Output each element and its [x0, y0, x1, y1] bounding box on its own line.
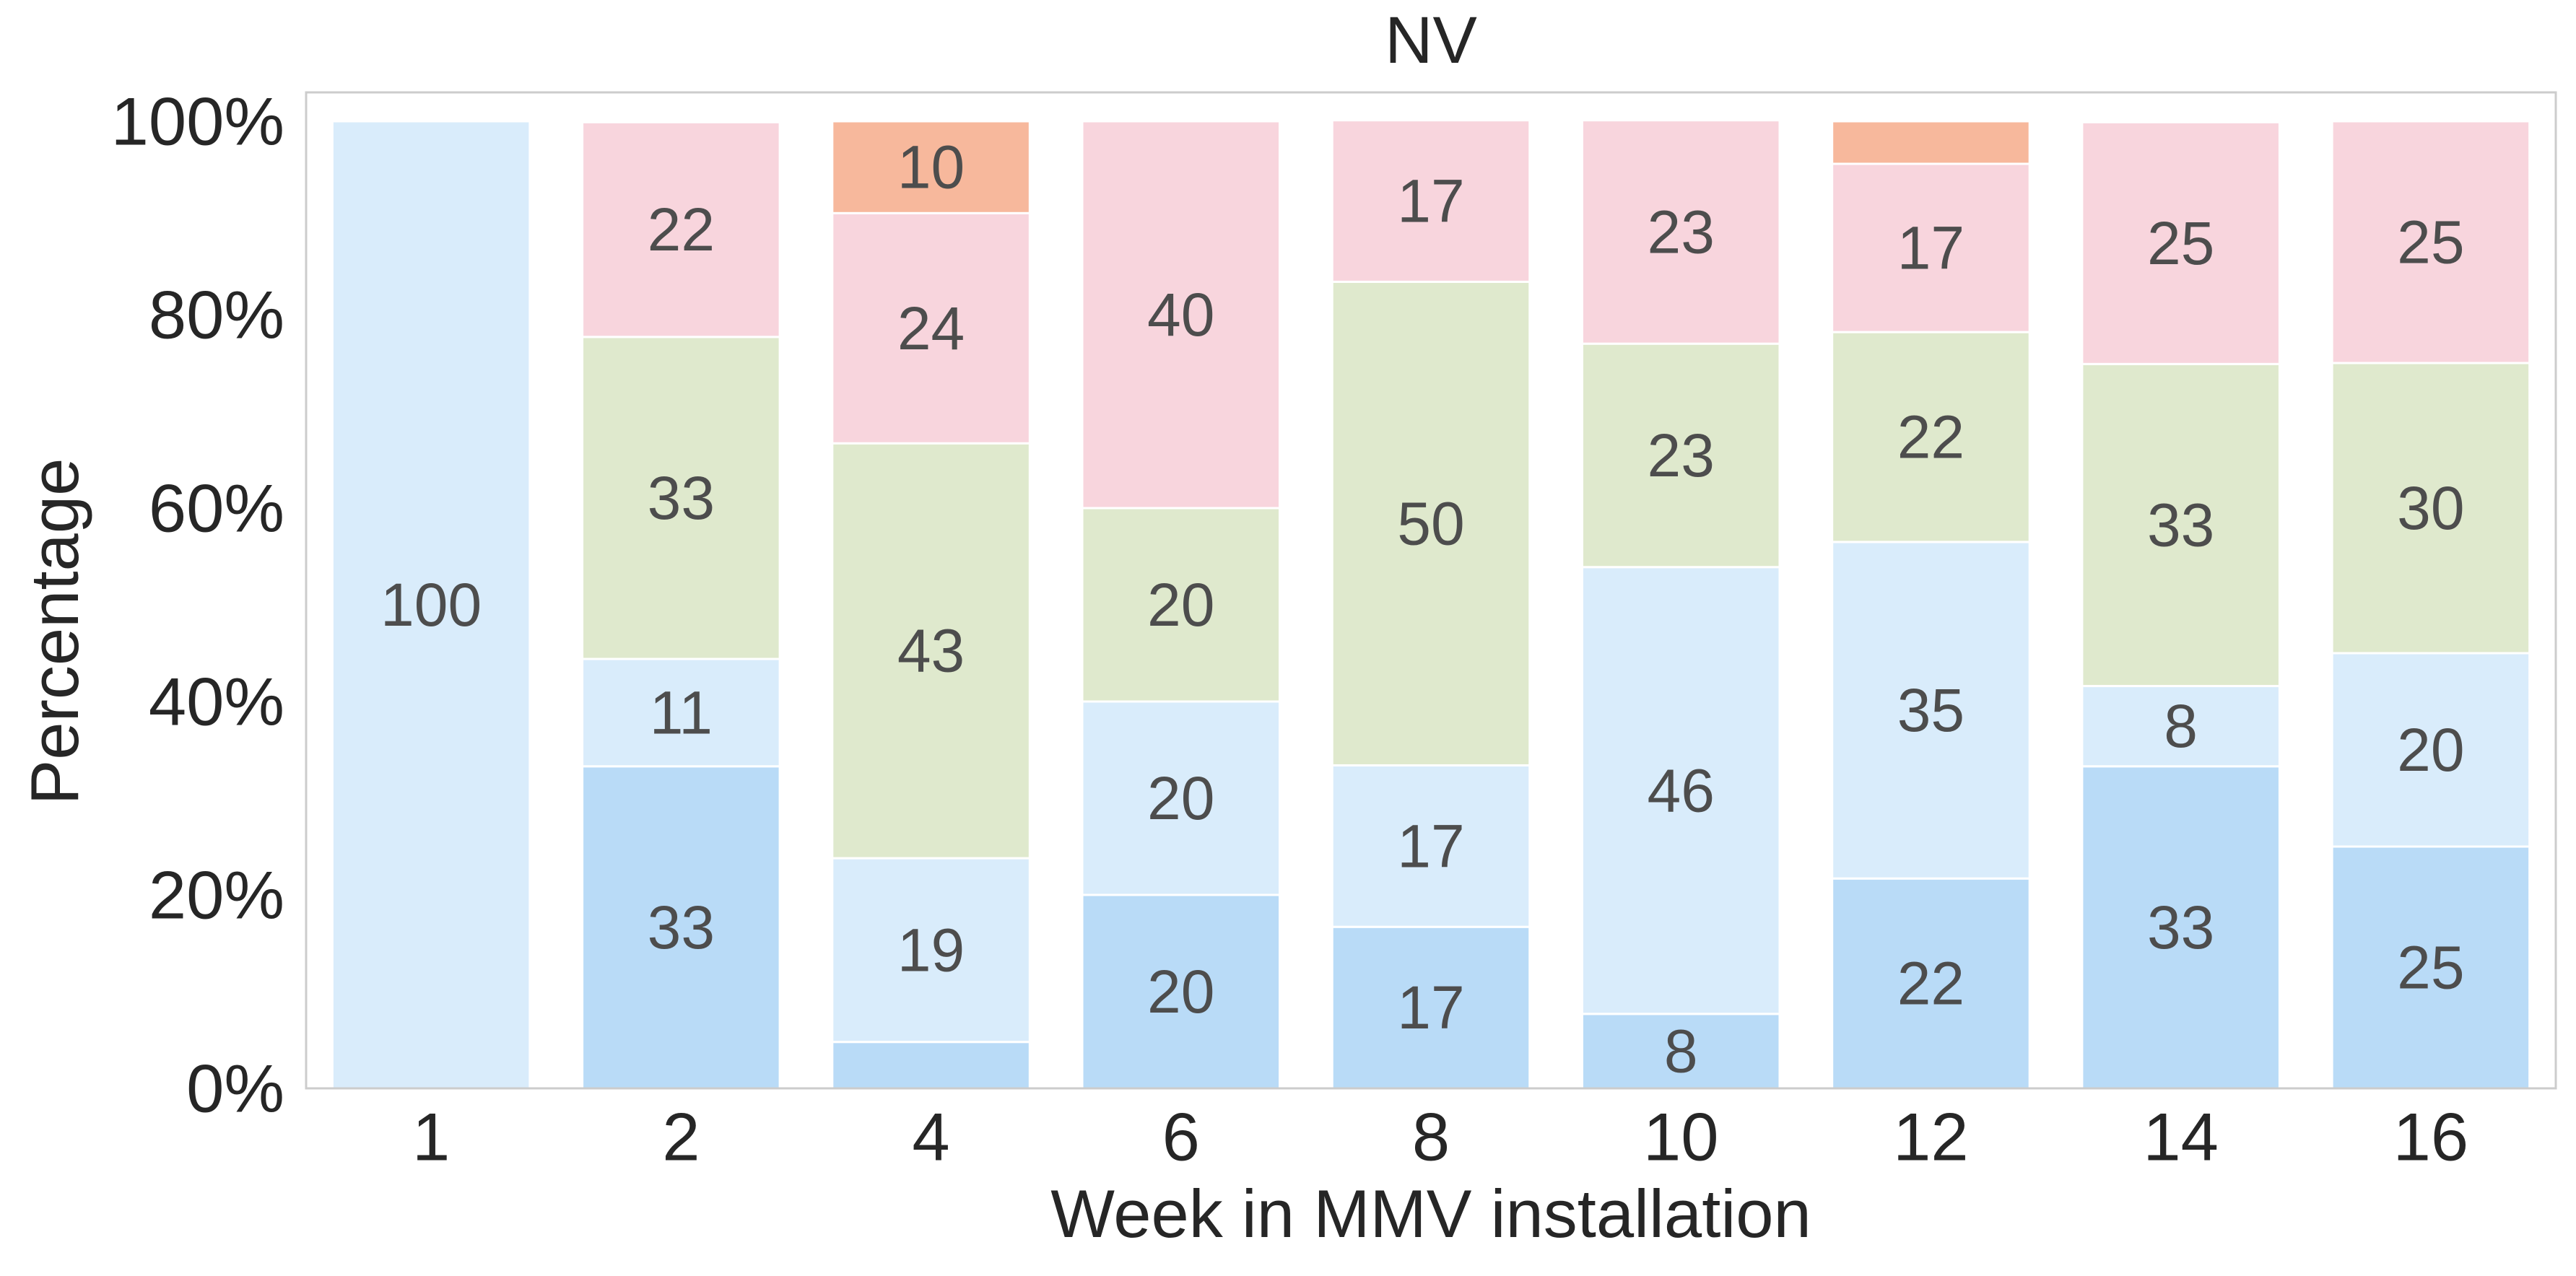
- bar-segment-week-2-series-3: [581, 336, 781, 660]
- plot-area-frame: [305, 91, 2557, 1090]
- segment-label-week-1-series-2: 100: [380, 571, 482, 639]
- segment-label-week-8-series-3: 50: [1397, 489, 1464, 557]
- bar-segment-week-12-series-4: [1831, 162, 2031, 333]
- bar-segment-week-6-series-4: [1081, 120, 1282, 510]
- x-axis-ticks: 1 2 4 6 8 10 12 14 16: [412, 1099, 2468, 1175]
- x-tick-label: 1: [412, 1099, 450, 1175]
- segment-label-week-4-series-4: 24: [897, 294, 965, 362]
- segment-label-week-16-series-1: 25: [2397, 934, 2464, 1002]
- x-tick-label: 16: [2393, 1099, 2469, 1175]
- bar-segment-week-14-series-4: [2081, 121, 2281, 365]
- bar-segment-week-4-series-4: [831, 211, 1031, 445]
- y-tick-label: 60%: [149, 471, 284, 546]
- bar-segment-week-8-series-3: [1331, 280, 1531, 766]
- bar-segment-week-14-series-2: [2081, 685, 2281, 768]
- segment-label-week-10-series-1: 8: [1664, 1017, 1698, 1085]
- bar-segment-week-10-series-2: [1580, 566, 1781, 1015]
- bar-segment-week-4-series-3: [831, 442, 1031, 860]
- segment-label-week-12-series-1: 22: [1897, 950, 1964, 1018]
- y-axis-ticks: 0% 20% 40% 60% 80% 100%: [111, 84, 284, 1127]
- segment-label-week-10-series-2: 46: [1648, 756, 1715, 824]
- bar-segment-week-16-series-4: [2331, 120, 2531, 364]
- bar-segment-week-12-series-2: [1831, 541, 2031, 880]
- segment-label-week-6-series-1: 20: [1147, 958, 1214, 1026]
- segment-label-week-2-series-3: 33: [648, 464, 715, 532]
- bar-segment-week-12-series-3: [1831, 331, 2031, 543]
- y-tick-label: 0%: [186, 1051, 284, 1127]
- segment-label-week-12-series-4: 17: [1897, 214, 1964, 282]
- segment-label-week-14-series-4: 25: [2147, 209, 2214, 277]
- y-tick-label: 100%: [111, 84, 284, 160]
- segment-label-week-10-series-4: 23: [1648, 198, 1715, 266]
- segment-label-week-6-series-3: 20: [1147, 571, 1214, 639]
- x-axis-label: Week in MMV installation: [1050, 1176, 1811, 1251]
- bar-segment-week-2-series-4: [581, 121, 781, 338]
- segment-label-week-10-series-3: 23: [1648, 421, 1715, 489]
- x-tick-label: 2: [662, 1099, 700, 1175]
- bar-segment-week-16-series-1: [2331, 845, 2531, 1090]
- segment-label-week-12-series-3: 22: [1897, 403, 1964, 471]
- bar-segment-week-10-series-3: [1580, 342, 1781, 569]
- x-tick-label: 6: [1162, 1099, 1200, 1175]
- bar-segment-week-12-series-5: [1831, 120, 2031, 165]
- segment-label-week-14-series-1: 33: [2147, 893, 2214, 961]
- segment-label-week-6-series-2: 20: [1147, 764, 1214, 832]
- segment-label-week-12-series-2: 35: [1897, 676, 1964, 744]
- segment-label-week-14-series-2: 8: [2164, 692, 2198, 760]
- segment-label-week-14-series-3: 33: [2147, 491, 2214, 559]
- x-tick-label: 4: [912, 1099, 949, 1175]
- bar-segment-week-1-series-2: [331, 120, 531, 1090]
- bar-segment-week-4-series-5: [831, 120, 1031, 214]
- bar-segment-week-14-series-1: [2081, 765, 2281, 1090]
- x-tick-label: 12: [1893, 1099, 1969, 1175]
- bar-segment-week-12-series-1: [1831, 877, 2031, 1090]
- bar-segment-week-4-series-1: [831, 1041, 1031, 1090]
- segment-label-week-8-series-1: 17: [1397, 974, 1464, 1041]
- y-tick-label: 80%: [149, 277, 284, 353]
- bar-segment-week-6-series-3: [1081, 507, 1282, 703]
- segment-label-week-2-series-1: 33: [648, 893, 715, 961]
- segment-label-week-4-series-3: 43: [897, 617, 965, 685]
- segment-label-week-8-series-4: 17: [1397, 167, 1464, 235]
- chart-title: NV: [1385, 4, 1477, 77]
- segment-label-week-6-series-4: 40: [1147, 281, 1214, 349]
- y-tick-label: 20%: [149, 857, 284, 933]
- y-axis-label: Percentage: [17, 458, 92, 805]
- segment-label-week-8-series-2: 17: [1397, 812, 1464, 880]
- bar-segment-week-8-series-4: [1331, 119, 1531, 283]
- bar-segment-week-16-series-2: [2331, 652, 2531, 848]
- bar-segment-week-2-series-2: [581, 657, 781, 768]
- x-tick-label: 14: [2143, 1099, 2219, 1175]
- x-tick-label: 8: [1412, 1099, 1450, 1175]
- segment-label-week-4-series-2: 19: [897, 916, 965, 984]
- bar-segment-week-8-series-1: [1331, 925, 1531, 1090]
- bar-segment-week-10-series-1: [1580, 1013, 1781, 1090]
- segment-label-week-16-series-4: 25: [2397, 209, 2464, 276]
- bars-layer: [331, 119, 2531, 1090]
- bar-segment-week-8-series-2: [1331, 764, 1531, 928]
- segment-labels-layer: 100 33 11 33 22 19 43 24 10 20 20 20 40 17 17 50 17 8 46 23…: [380, 134, 2465, 1085]
- bar-segment-week-4-series-2: [831, 857, 1031, 1044]
- bar-segment-week-6-series-2: [1081, 700, 1282, 896]
- bar-segment-week-16-series-3: [2331, 362, 2531, 655]
- segment-label-week-16-series-2: 20: [2397, 716, 2464, 784]
- y-tick-label: 40%: [149, 664, 284, 740]
- segment-label-week-4-series-5: 10: [897, 134, 965, 201]
- segment-label-week-16-series-3: 30: [2397, 474, 2464, 542]
- segment-label-week-2-series-2: 11: [650, 678, 713, 746]
- bar-segment-week-10-series-4: [1580, 119, 1781, 345]
- x-tick-label: 10: [1643, 1099, 1719, 1175]
- segment-label-week-2-series-4: 22: [648, 196, 715, 263]
